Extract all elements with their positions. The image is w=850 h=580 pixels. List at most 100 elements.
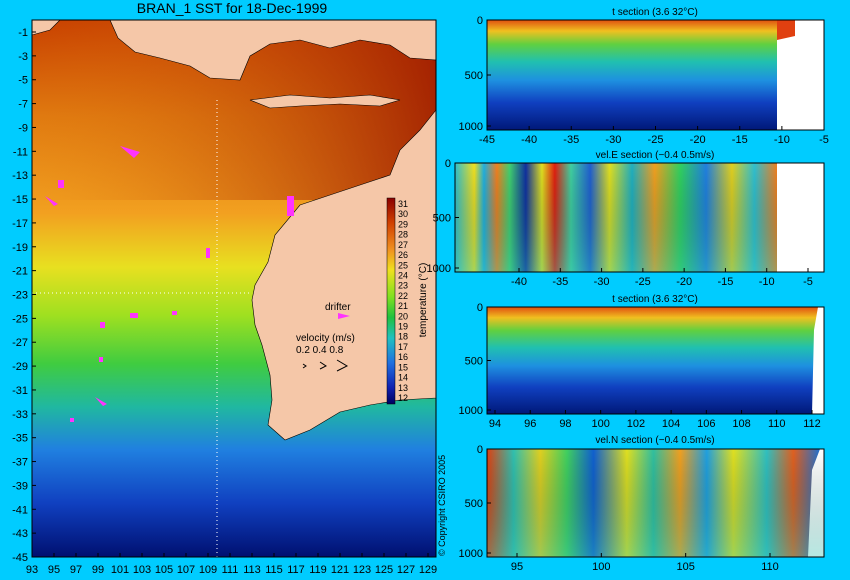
y-tick-label: 500 — [465, 356, 483, 368]
indonesia-land — [109, 19, 437, 81]
y-tick-label: 0 — [445, 158, 451, 170]
map-title: BRAN_1 SST for 18-Dec-1999 — [137, 0, 328, 16]
x-tick-label: -10 — [759, 276, 775, 288]
x-ticks: -40 -35 -30 -25 -20 -15 -10 -5 — [511, 268, 813, 288]
y-tick-label: 500 — [465, 498, 483, 510]
x-tick-label: 98 — [559, 418, 571, 430]
lat-tick-label: -35 — [12, 433, 28, 445]
colorbar-value: 24 — [398, 270, 408, 280]
east-velocity-section: vel.E section (−0.4 0.5m/s) -40 -35 -30 -25… — [427, 150, 825, 288]
colorbar-value: 15 — [398, 362, 408, 372]
x-tick-label: 112 — [803, 418, 821, 430]
lat-tick-label: -3 — [18, 51, 28, 63]
y-tick-label: 500 — [433, 213, 451, 225]
lon-tick-label: 127 — [397, 564, 415, 576]
lat-tick-label: -15 — [12, 194, 28, 206]
lat-tick-label: -27 — [12, 337, 28, 349]
section-field — [487, 307, 818, 414]
colorbar-label: temperature (°C) — [418, 263, 429, 338]
panel-title: t section (3.6 32°C) — [612, 294, 698, 305]
y-tick-label: 0 — [477, 15, 483, 27]
x-tick-label: -5 — [819, 134, 829, 146]
colorbar — [386, 197, 396, 405]
x-tick-label: -30 — [594, 276, 610, 288]
colorbar-value: 29 — [398, 219, 408, 229]
x-ticks: -45 -40 -35 -30 -25 -20 -15 -10 -5 — [479, 126, 829, 146]
x-tick-label: -25 — [635, 276, 651, 288]
y-tick-label: 1000 — [459, 121, 483, 133]
lat-tick-label: -7 — [18, 99, 28, 111]
lon-tick-label: 119 — [309, 564, 327, 576]
x-tick-label: -45 — [479, 134, 495, 146]
x-tick-label: -40 — [511, 276, 527, 288]
drifter-markers — [45, 146, 294, 422]
copyright-text: © Copyright CSIRO 2005 — [437, 455, 447, 556]
velocity-legend-scale: 0.2 0.4 0.8 — [296, 345, 344, 356]
colorbar-value: 12 — [398, 393, 408, 403]
x-tick-label: -25 — [648, 134, 664, 146]
drifter-legend-label: drifter — [325, 302, 351, 313]
y-ticks: 0 500 1000 — [459, 15, 491, 133]
temperature-section-lat: t section (3.6 32°C) -45 -40 -35 -30 -25 -20-… — [459, 7, 829, 146]
y-tick-label: 0 — [477, 444, 483, 456]
lon-tick-label: 123 — [353, 564, 371, 576]
lat-tick-label: -45 — [12, 552, 28, 564]
colorbar-value: 14 — [398, 373, 408, 383]
x-tick-label: 110 — [768, 418, 786, 430]
lon-tick-label: 103 — [133, 564, 151, 576]
lon-tick-label: 101 — [111, 564, 129, 576]
longitude-ticks: 93 95 97 99 101 103 105 107 109 111 113 115 117 119 12… — [26, 553, 437, 576]
section-field — [487, 20, 777, 130]
lon-tick-label: 109 — [199, 564, 217, 576]
map-frame — [31, 19, 437, 558]
panel-title: vel.E section (−0.4 0.5m/s) — [596, 150, 715, 161]
lat-tick-label: -1 — [18, 27, 28, 39]
lon-tick-label: 107 — [177, 564, 195, 576]
x-tick-label: 108 — [732, 418, 750, 430]
lat-tick-label: -29 — [12, 361, 28, 373]
colorbar-value: 21 — [398, 301, 408, 311]
colorbar-value: 18 — [398, 332, 408, 342]
lat-tick-label: -17 — [12, 218, 28, 230]
lon-tick-label: 113 — [243, 564, 261, 576]
lat-tick-label: -19 — [12, 242, 28, 254]
x-tick-label: 106 — [697, 418, 715, 430]
lon-tick-label: 111 — [222, 564, 239, 576]
colorbar-value: 19 — [398, 322, 408, 332]
colorbar-value: 28 — [398, 230, 408, 240]
x-tick-label: -10 — [774, 134, 790, 146]
panel-title: vel.N section (−0.4 0.5m/s) — [595, 435, 714, 446]
land-fill — [777, 20, 795, 40]
x-tick-label: 110 — [761, 561, 779, 573]
x-tick-label: 95 — [511, 561, 523, 573]
x-tick-label: 100 — [592, 561, 610, 573]
lat-tick-label: -31 — [12, 385, 28, 397]
north-velocity-section: vel.N section (−0.4 0.5m/s) 95 100 105 110 … — [459, 435, 825, 573]
x-tick-label: 104 — [662, 418, 680, 430]
velocity-legend-label: velocity (m/s) — [296, 333, 355, 344]
velocity-legend-arrows — [302, 359, 349, 372]
y-tick-label: 500 — [465, 70, 483, 82]
colorbar-value: 30 — [398, 209, 408, 219]
colorbar-value: 13 — [398, 383, 408, 393]
colorbar-value: 22 — [398, 291, 408, 301]
temperature-section-lon: t section (3.6 32°C) 94 96 98 100 102 104 106 1… — [459, 294, 825, 430]
x-tick-label: -5 — [803, 276, 813, 288]
lat-tick-label: -25 — [12, 313, 28, 325]
lon-tick-label: 115 — [265, 564, 283, 576]
x-ticks: 94 96 98 100 102 104 106 108 110 112 — [489, 410, 821, 430]
lon-tick-label: 97 — [70, 564, 82, 576]
x-tick-label: -15 — [732, 134, 748, 146]
x-tick-label: -35 — [563, 134, 579, 146]
lat-tick-label: -43 — [12, 528, 28, 540]
panel-title: t section (3.6 32°C) — [612, 7, 698, 18]
x-ticks: 95 100 105 110 — [511, 553, 779, 573]
x-tick-label: 105 — [676, 561, 694, 573]
lon-tick-label: 121 — [331, 564, 349, 576]
colorbar-value: 17 — [398, 342, 408, 352]
timor-islands — [249, 94, 401, 109]
lat-tick-label: -23 — [12, 290, 28, 302]
lat-tick-label: -9 — [18, 122, 28, 134]
y-ticks: 0 500 1000 — [459, 444, 491, 560]
